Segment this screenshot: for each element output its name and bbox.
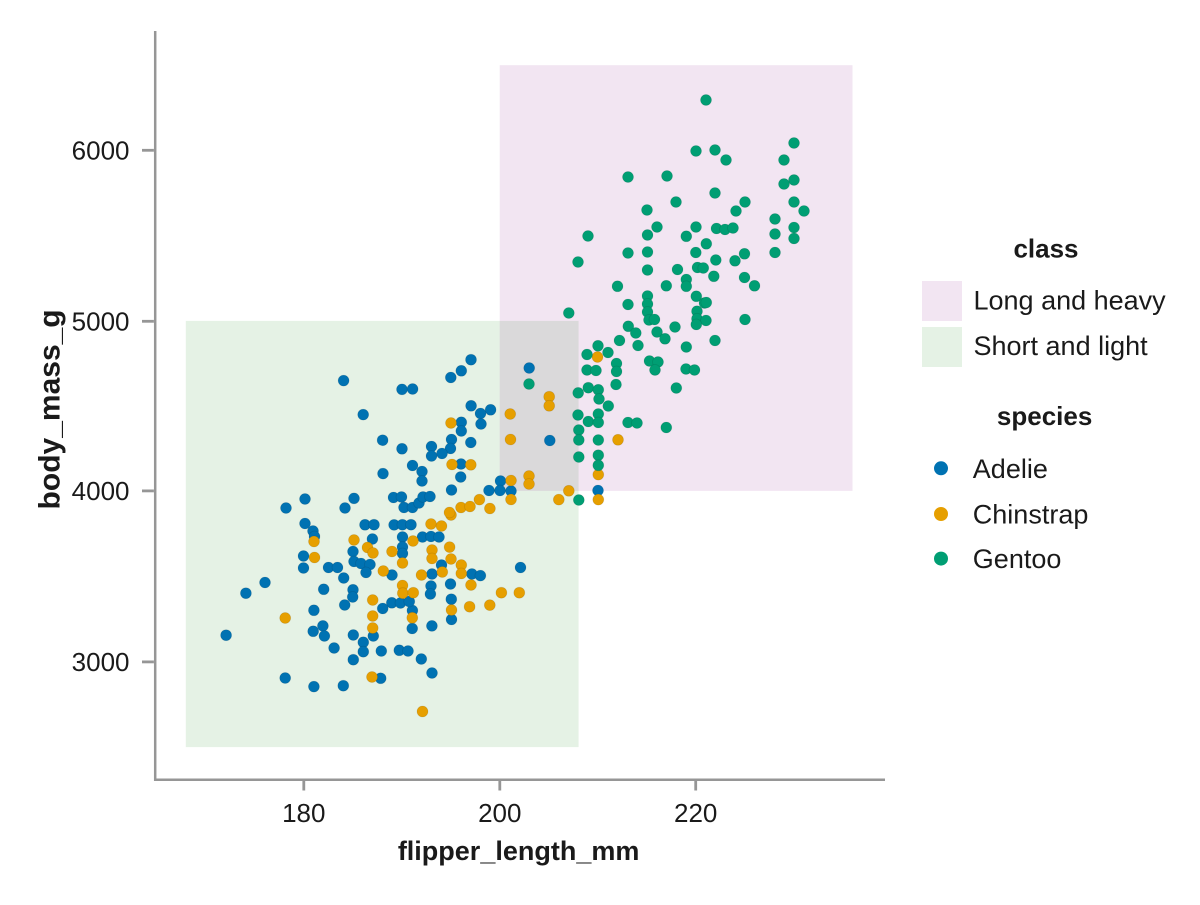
svg-text:220: 220 — [674, 798, 717, 828]
svg-text:6000: 6000 — [72, 136, 130, 166]
svg-text:180: 180 — [282, 798, 325, 828]
svg-text:Chinstrap: Chinstrap — [973, 500, 1089, 530]
svg-text:class: class — [1013, 234, 1078, 264]
svg-text:Long and heavy: Long and heavy — [974, 286, 1167, 316]
svg-text:Short and light: Short and light — [974, 331, 1149, 361]
svg-text:species: species — [997, 401, 1092, 431]
svg-text:Gentoo: Gentoo — [973, 544, 1062, 574]
svg-text:5000: 5000 — [72, 307, 130, 337]
svg-text:body_mass_g: body_mass_g — [34, 309, 67, 509]
svg-text:4000: 4000 — [72, 476, 130, 506]
svg-text:200: 200 — [478, 798, 521, 828]
svg-text:Adelie: Adelie — [973, 454, 1048, 484]
svg-text:flipper_length_mm: flipper_length_mm — [398, 836, 640, 866]
svg-text:3000: 3000 — [72, 647, 130, 677]
